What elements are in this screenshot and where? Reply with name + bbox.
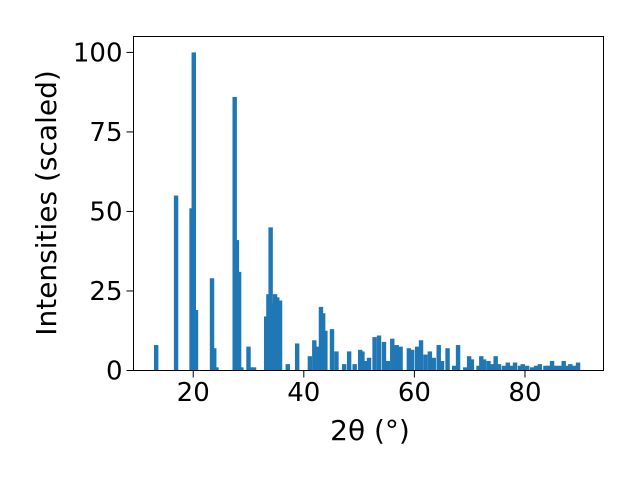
bar xyxy=(214,367,219,371)
bar xyxy=(406,348,412,371)
bar xyxy=(431,357,436,371)
bar xyxy=(561,360,566,371)
bar xyxy=(564,365,569,371)
bar xyxy=(533,365,539,371)
bar xyxy=(553,365,559,371)
bar xyxy=(390,338,395,371)
bar xyxy=(418,340,424,371)
bar xyxy=(543,365,548,371)
bar xyxy=(372,337,377,371)
bar xyxy=(385,360,391,371)
bar xyxy=(352,364,357,371)
y-tick-label: 25 xyxy=(89,277,122,307)
bar xyxy=(232,96,237,371)
bar xyxy=(381,341,387,371)
y-axis-title: Intensities (scaled) xyxy=(30,70,63,336)
bar xyxy=(451,365,457,371)
bar xyxy=(209,278,215,371)
y-tick-label: 0 xyxy=(106,357,123,387)
bar xyxy=(463,367,468,371)
bar xyxy=(496,364,502,371)
bar xyxy=(409,349,415,371)
bar xyxy=(334,351,339,371)
bar xyxy=(312,340,317,371)
bar xyxy=(537,364,543,371)
bar xyxy=(376,335,382,371)
bar xyxy=(294,343,300,371)
bar-group xyxy=(153,52,581,371)
bar xyxy=(568,364,573,371)
plot-frame xyxy=(133,36,604,371)
y-axis-ticks: 0 25 50 75 100 xyxy=(73,38,134,387)
bar xyxy=(314,346,320,371)
bar xyxy=(479,356,484,371)
bar xyxy=(266,294,271,371)
bar xyxy=(529,367,535,371)
bar xyxy=(571,365,577,371)
x-axis-ticks: 20 40 60 80 xyxy=(177,370,542,408)
bar xyxy=(268,227,273,371)
bar xyxy=(191,52,196,371)
bar xyxy=(436,345,441,371)
bar xyxy=(285,364,290,371)
x-axis-title: 2θ (°) xyxy=(330,414,410,447)
bar xyxy=(357,349,363,371)
y-tick-label: 75 xyxy=(89,118,122,148)
bar xyxy=(466,356,472,371)
bar xyxy=(549,360,555,371)
bar xyxy=(557,365,562,371)
bar xyxy=(251,367,257,371)
x-tick-label: 40 xyxy=(287,378,320,408)
x-tick-label: 80 xyxy=(508,378,541,408)
bar xyxy=(346,351,352,371)
bar xyxy=(248,367,253,371)
bar xyxy=(423,354,428,371)
bar xyxy=(212,348,217,371)
bar xyxy=(307,356,313,371)
bar xyxy=(193,310,199,371)
bar xyxy=(546,365,551,371)
bar xyxy=(323,330,328,371)
bar xyxy=(239,367,244,371)
bar xyxy=(362,360,368,371)
y-tick-label: 50 xyxy=(89,197,122,227)
bar xyxy=(275,297,280,371)
bar xyxy=(508,365,514,371)
bar xyxy=(439,360,445,371)
bar xyxy=(481,359,487,371)
x-tick-label: 60 xyxy=(398,378,431,408)
bar xyxy=(520,364,525,371)
bar xyxy=(575,362,581,371)
bar xyxy=(493,356,498,371)
y-tick-label: 100 xyxy=(73,38,123,68)
bar xyxy=(501,365,507,371)
bar xyxy=(341,364,347,371)
bar xyxy=(360,351,365,371)
bar xyxy=(153,345,159,371)
bar xyxy=(524,365,530,371)
bar xyxy=(486,360,491,371)
bar xyxy=(445,348,450,371)
bar xyxy=(236,271,242,371)
bar xyxy=(329,329,335,371)
bar xyxy=(476,365,481,371)
bar xyxy=(394,345,399,371)
bar xyxy=(455,345,461,371)
bar xyxy=(246,346,251,371)
bar xyxy=(469,359,475,371)
bar xyxy=(490,364,495,371)
bar xyxy=(427,351,433,371)
bar xyxy=(263,316,269,371)
x-tick-label: 20 xyxy=(177,378,210,408)
bar xyxy=(366,357,372,371)
bar xyxy=(505,362,511,371)
bar xyxy=(517,365,523,371)
bar xyxy=(398,346,403,371)
bar xyxy=(277,300,283,371)
bar xyxy=(512,362,518,371)
bar xyxy=(173,195,179,371)
bar xyxy=(414,346,420,371)
